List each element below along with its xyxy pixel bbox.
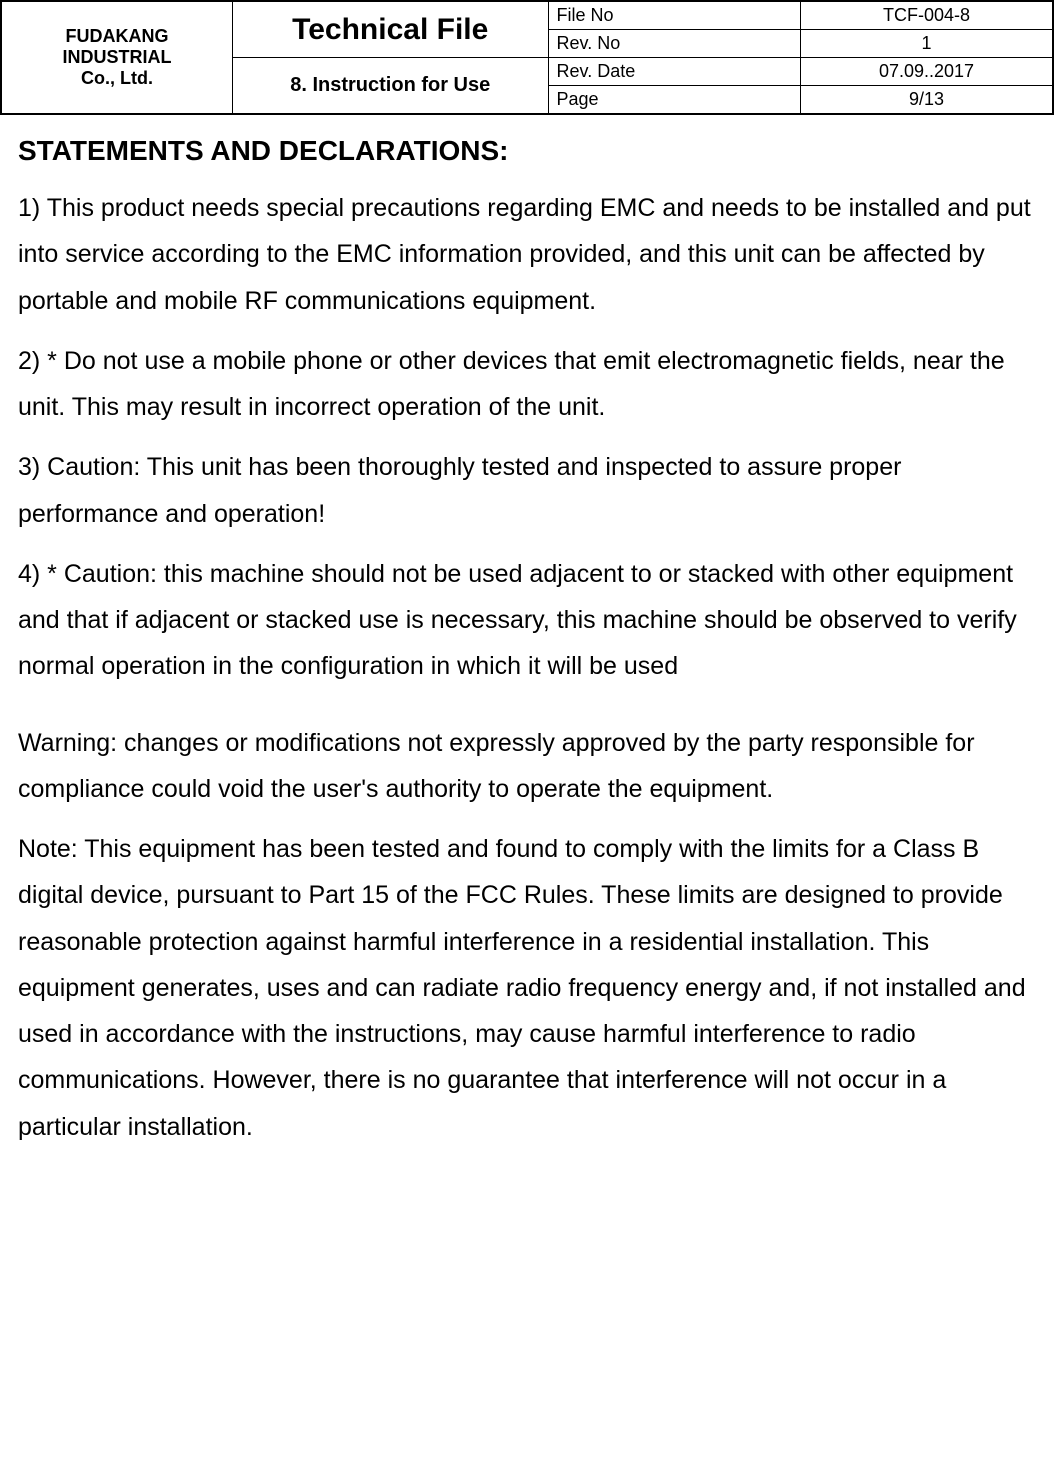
rev-no-value: 1 bbox=[801, 30, 1054, 58]
paragraph-3: 3) Caution: This unit has been thoroughl… bbox=[18, 444, 1036, 537]
section-heading: STATEMENTS AND DECLARATIONS: bbox=[18, 135, 1036, 167]
paragraph-1: 1) This product needs special precaution… bbox=[18, 185, 1036, 324]
subtitle: 8. Instruction for Use bbox=[290, 74, 490, 96]
paragraph-2: 2) * Do not use a mobile phone or other … bbox=[18, 338, 1036, 431]
page-label: Page bbox=[548, 86, 800, 115]
rev-date-label: Rev. Date bbox=[548, 58, 800, 86]
paragraph-5: Warning: changes or modifications not ex… bbox=[18, 720, 1036, 813]
file-no-value: TCF-004-8 bbox=[801, 1, 1054, 30]
page-value: 9/13 bbox=[801, 86, 1054, 115]
subtitle-cell: 8. Instruction for Use bbox=[232, 58, 548, 115]
company-name-cell: FUDAKANG INDUSTRIAL Co., Ltd. bbox=[1, 1, 232, 114]
tech-title: Technical File bbox=[292, 13, 488, 46]
file-no-label: File No bbox=[548, 1, 800, 30]
tech-title-cell: Technical File bbox=[232, 1, 548, 58]
rev-date-value: 07.09..2017 bbox=[801, 58, 1054, 86]
company-line1: FUDAKANG INDUSTRIAL bbox=[10, 26, 224, 68]
paragraph-4: 4) * Caution: this machine should not be… bbox=[18, 551, 1036, 690]
paragraph-6: Note: This equipment has been tested and… bbox=[18, 826, 1036, 1150]
document-body: STATEMENTS AND DECLARATIONS: 1) This pro… bbox=[0, 115, 1054, 1184]
company-line2: Co., Ltd. bbox=[10, 68, 224, 89]
rev-no-label: Rev. No bbox=[548, 30, 800, 58]
document-header-table: FUDAKANG INDUSTRIAL Co., Ltd. Technical … bbox=[0, 0, 1054, 115]
